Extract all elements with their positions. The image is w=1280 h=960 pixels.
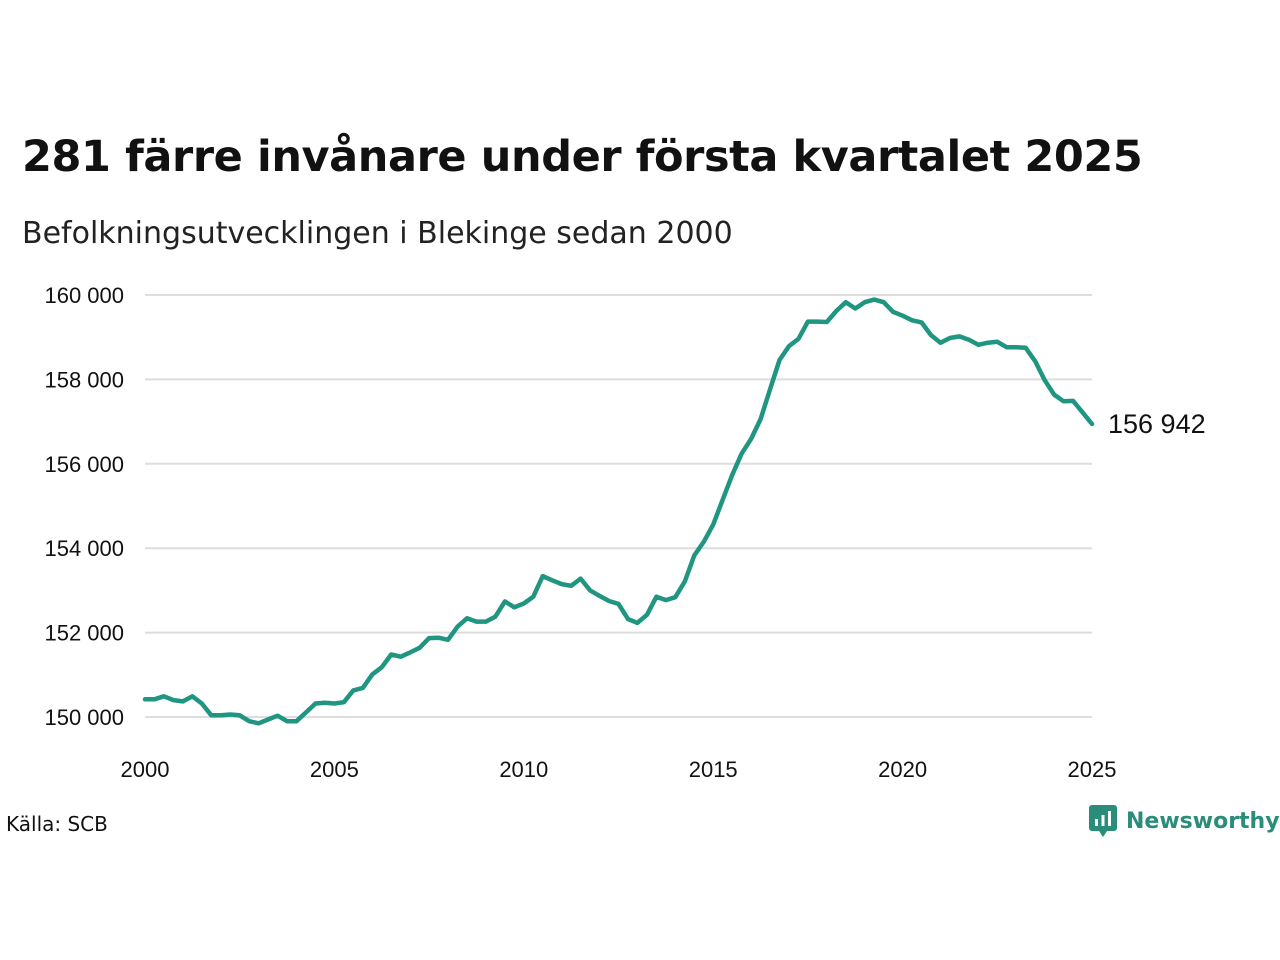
y-tick-label: 150 000: [44, 705, 124, 730]
chart-title: 281 färre invånare under första kvartale…: [22, 132, 1143, 182]
y-tick-label: 152 000: [44, 621, 124, 646]
y-tick-label: 160 000: [44, 283, 124, 308]
y-axis: 150 000 152 000 154 000 156 000 158 000 160 0…: [44, 283, 124, 730]
x-tick-label: 2005: [310, 757, 359, 782]
y-tick-label: 156 000: [44, 452, 124, 477]
newsworthy-logo-icon: [1089, 805, 1117, 837]
y-tick-label: 154 000: [44, 536, 124, 561]
grid-layer: [145, 294, 1092, 718]
end-value-label: 156 942: [1108, 409, 1206, 439]
population-line: [142, 297, 1095, 726]
x-tick-label: 2020: [878, 757, 927, 782]
x-tick-label: 2000: [121, 757, 170, 782]
brand-logo[interactable]: Newsworthy: [1088, 804, 1280, 838]
chart-subtitle: Befolkningsutvecklingen i Blekinge sedan…: [22, 216, 733, 251]
x-axis: 2000 2005 2010 2015 2020 2025: [121, 757, 1117, 782]
x-tick-label: 2010: [499, 757, 548, 782]
source-label: Källa: SCB: [6, 812, 108, 836]
brand-name: Newsworthy: [1126, 808, 1280, 834]
x-tick-label: 2015: [689, 757, 738, 782]
x-tick-label: 2025: [1068, 757, 1117, 782]
y-tick-label: 158 000: [44, 367, 124, 392]
